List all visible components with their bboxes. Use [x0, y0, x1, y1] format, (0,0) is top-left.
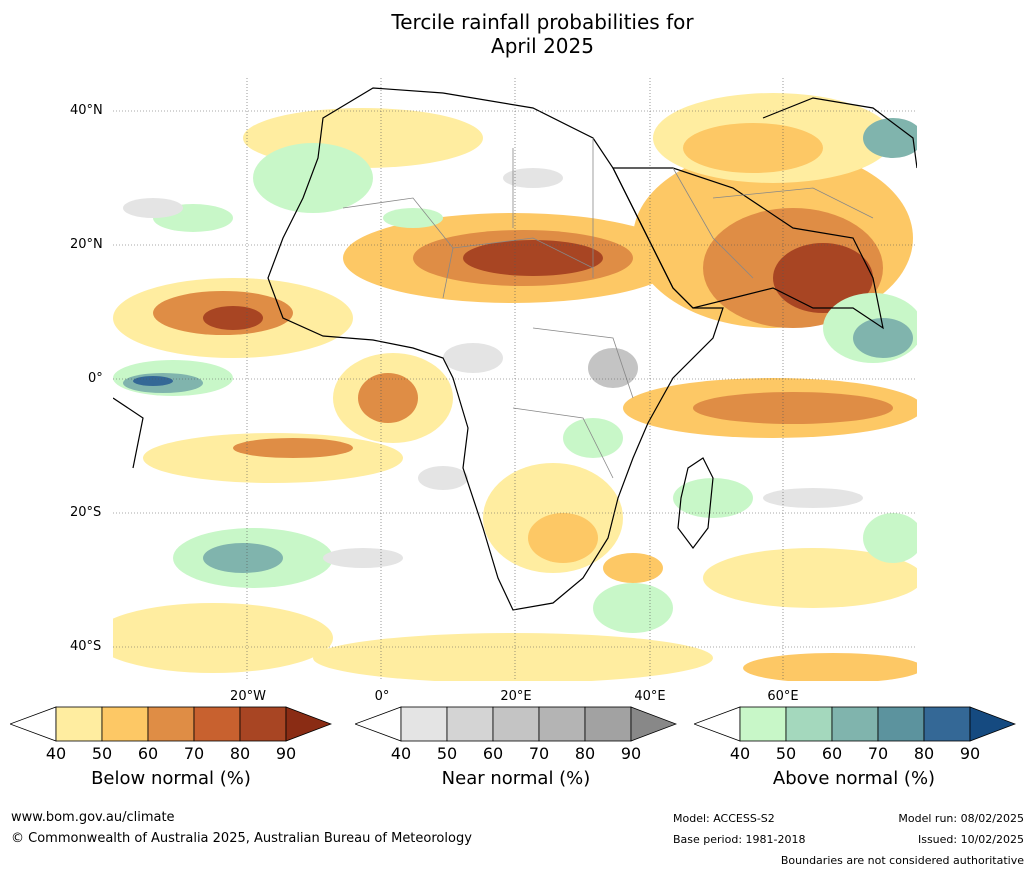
tick-label: 50: [775, 744, 797, 763]
colorbar-above-title: Above normal (%): [772, 768, 936, 789]
rainfall-probability-map: [113, 78, 917, 681]
near-normal-patches: [123, 168, 863, 568]
model-text: Model: ACCESS-S2: [673, 812, 775, 825]
website-link[interactable]: www.bom.gov.au/climate: [11, 810, 175, 825]
tick-label: 90: [959, 744, 981, 763]
tick-label: 60: [137, 744, 159, 763]
tick-label: 40: [729, 744, 751, 763]
below-normal-patches: [113, 93, 917, 681]
tick-label: 90: [275, 744, 297, 763]
tick-label: 80: [913, 744, 935, 763]
model-run-text: Model run: 08/02/2025: [898, 812, 1024, 825]
tick-label: 40: [390, 744, 412, 763]
map-title: Tercile rainfall probabilities for April…: [0, 10, 1035, 58]
lat-label-40n: 40°N: [70, 103, 103, 118]
lon-label-20w: 20°W: [230, 689, 266, 704]
title-line-2: April 2025: [491, 34, 594, 58]
lon-label-60e: 60°E: [767, 689, 799, 704]
issued-text: Issued: 10/02/2025: [917, 833, 1024, 846]
tick-label: 40: [45, 744, 67, 763]
tick-label: 70: [867, 744, 889, 763]
country-borders: [342, 138, 874, 479]
lon-label-0: 0°: [374, 689, 390, 704]
lat-label-40s: 40°S: [70, 639, 102, 654]
tick-label: 80: [574, 744, 596, 763]
colorbar-near-normal: [355, 706, 677, 742]
gridlines: [113, 78, 917, 681]
lon-label-20e: 20°E: [500, 689, 532, 704]
above-normal-patches: [113, 118, 917, 633]
tick-label: 90: [620, 744, 642, 763]
tick-label: 50: [436, 744, 458, 763]
copyright-text: © Commonwealth of Australia 2025, Austra…: [11, 831, 472, 846]
tick-label: 60: [482, 744, 504, 763]
disclaimer-text: Boundaries are not considered authoritat…: [780, 854, 1024, 867]
tick-label: 70: [183, 744, 205, 763]
coastlines: [113, 87, 917, 611]
tick-label: 50: [91, 744, 113, 763]
colorbar-below-title: Below normal (%): [91, 768, 251, 789]
lat-label-20n: 20°N: [70, 237, 103, 252]
colorbar-near-title: Near normal (%): [441, 768, 591, 789]
tick-label: 60: [821, 744, 843, 763]
tick-label: 70: [528, 744, 550, 763]
colorbar-below-normal: [10, 706, 332, 742]
lat-label-20s: 20°S: [70, 505, 102, 520]
base-period-text: Base period: 1981-2018: [673, 833, 806, 846]
map-canvas: [113, 78, 917, 681]
tick-label: 80: [229, 744, 251, 763]
lat-label-0: 0°: [88, 371, 103, 386]
lon-label-40e: 40°E: [634, 689, 666, 704]
colorbar-above-normal: [694, 706, 1016, 742]
title-line-1: Tercile rainfall probabilities for: [391, 10, 694, 34]
